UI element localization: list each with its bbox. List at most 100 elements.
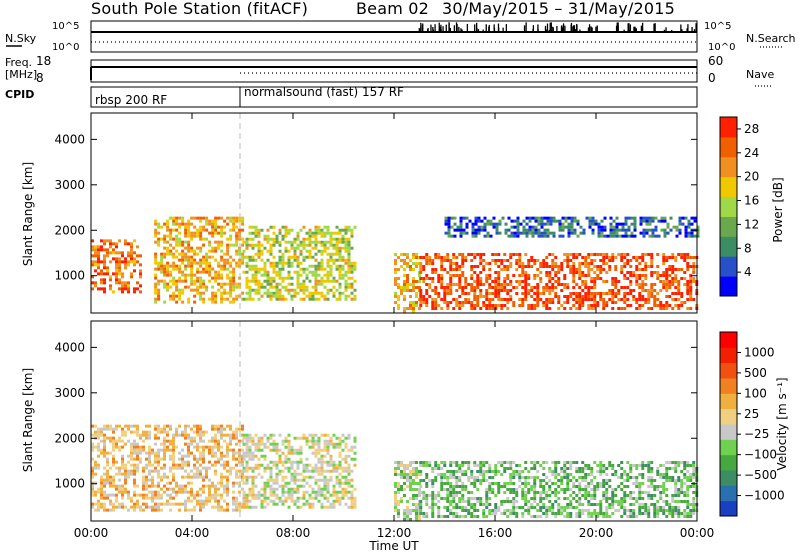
velocity-echo-cell bbox=[208, 460, 211, 464]
power-echo-cell bbox=[665, 268, 669, 271]
velocity-echo-cell bbox=[458, 470, 462, 473]
nave-label: Nave bbox=[746, 68, 774, 81]
velocity-echo-cell bbox=[112, 436, 115, 440]
power-echo-cell bbox=[139, 254, 142, 258]
velocity-echo-cell bbox=[169, 493, 172, 497]
power-echo-cell bbox=[677, 268, 681, 271]
power-echo-cell bbox=[163, 234, 167, 238]
power-echo-cell bbox=[172, 222, 176, 226]
velocity-echo-cell bbox=[109, 493, 112, 497]
power-echo-cell bbox=[290, 246, 294, 250]
power-echo-cell bbox=[166, 285, 170, 289]
power-echo-cell bbox=[497, 265, 501, 268]
power-echo-cell bbox=[418, 286, 421, 289]
velocity-echo-cell bbox=[521, 494, 525, 497]
power-echo-cell bbox=[573, 219, 577, 223]
power-echo-cell bbox=[626, 271, 630, 274]
power-echo-cell bbox=[422, 265, 426, 268]
power-echo-cell bbox=[663, 228, 667, 232]
power-echo-cell bbox=[494, 259, 498, 262]
power-echo-cell bbox=[665, 274, 669, 277]
velocity-echo-cell bbox=[400, 485, 403, 488]
power-echo-cell bbox=[515, 262, 519, 265]
velocity-echo-cell bbox=[109, 481, 112, 485]
power-echo-cell bbox=[645, 231, 649, 235]
cpid-strip: CPID rbsp 200 RF normalsound (fast) 157 … bbox=[5, 85, 698, 108]
power-echo-cell bbox=[638, 262, 642, 265]
power-echo-cell bbox=[115, 272, 118, 276]
power-echo-cell bbox=[263, 291, 267, 295]
velocity-echo-cell bbox=[581, 503, 585, 506]
velocity-echo-cell bbox=[142, 439, 145, 443]
power-echo-cell bbox=[659, 304, 663, 307]
velocity-echo-cell bbox=[160, 427, 163, 431]
velocity-echo-cell bbox=[323, 475, 327, 479]
velocity-echo-cell bbox=[190, 436, 193, 440]
power-echo-cell bbox=[581, 274, 585, 277]
power-echo-cell bbox=[415, 295, 418, 298]
velocity-echo-cell bbox=[172, 448, 175, 452]
velocity-echo-cell bbox=[211, 481, 214, 485]
velocity-echo-cell bbox=[557, 473, 561, 476]
power-echo-cell bbox=[428, 256, 432, 259]
velocity-echo-cell bbox=[320, 502, 324, 506]
velocity-echo-cell bbox=[434, 497, 438, 500]
power-echo-cell bbox=[251, 273, 255, 277]
power-echo-cell bbox=[564, 219, 568, 223]
power-echo-cell bbox=[205, 228, 209, 232]
velocity-echo-cell bbox=[103, 433, 106, 437]
velocity-echo-cell bbox=[91, 457, 94, 461]
velocity-echo-cell bbox=[208, 445, 211, 449]
velocity-echo-cell bbox=[151, 505, 154, 509]
velocity-echo-cell bbox=[157, 448, 160, 452]
velocity-echo-cell bbox=[184, 484, 187, 488]
power-echo-cell bbox=[534, 219, 538, 223]
power-echo-cell bbox=[338, 285, 342, 289]
velocity-echo-cell bbox=[347, 472, 351, 476]
velocity-echo-cell bbox=[133, 481, 136, 485]
power-echo-cell bbox=[431, 259, 435, 262]
power-echo-cell bbox=[248, 291, 252, 295]
power-echo-cell bbox=[639, 219, 643, 223]
velocity-echo-cell bbox=[139, 448, 142, 452]
power-echo-cell bbox=[329, 252, 333, 256]
power-echo-cell bbox=[320, 243, 324, 247]
velocity-echo-cell bbox=[187, 496, 190, 500]
velocity-echo-cell bbox=[476, 497, 480, 500]
power-echo-cell bbox=[687, 225, 691, 229]
velocity-echo-cell bbox=[575, 500, 579, 503]
power-echo-cell bbox=[554, 256, 558, 259]
power-echo-cell bbox=[308, 252, 312, 256]
power-echo-cell bbox=[518, 280, 522, 283]
velocity-echo-cell bbox=[311, 442, 315, 446]
velocity-echo-cell bbox=[602, 479, 606, 482]
power-echo-cell bbox=[581, 280, 585, 283]
velocity-echo-cell bbox=[415, 494, 418, 497]
velocity-echo-cell bbox=[650, 497, 654, 500]
velocity-echo-cell bbox=[254, 484, 258, 488]
power-echo-cell bbox=[409, 283, 412, 286]
power-echo-cell bbox=[593, 295, 597, 298]
velocity-echo-cell bbox=[524, 461, 528, 464]
velocity-echo-cell bbox=[208, 439, 211, 443]
velocity-echo-cell bbox=[320, 478, 324, 482]
power-echo-cell bbox=[409, 265, 412, 268]
velocity-echo-cell bbox=[350, 469, 354, 473]
velocity-echo-cell bbox=[341, 433, 345, 437]
power-echo-cell bbox=[686, 286, 690, 289]
power-echo-cell bbox=[614, 268, 618, 271]
velocity-echo-cell bbox=[302, 493, 306, 497]
power-echo-cell bbox=[338, 291, 342, 295]
power-echo-cell bbox=[491, 307, 495, 310]
power-echo-cell bbox=[214, 216, 218, 220]
power-echo-cell bbox=[115, 242, 118, 246]
power-echo-cell bbox=[510, 231, 514, 235]
velocity-echo-cell bbox=[449, 500, 453, 503]
velocity-echo-cell bbox=[605, 512, 609, 515]
velocity-echo-cell bbox=[112, 460, 115, 464]
power-echo-cell bbox=[575, 292, 579, 295]
power-echo-cell bbox=[458, 265, 462, 268]
velocity-echo-cell bbox=[515, 491, 519, 494]
velocity-echo-cell bbox=[449, 470, 453, 473]
power-echo-cell bbox=[100, 278, 103, 282]
